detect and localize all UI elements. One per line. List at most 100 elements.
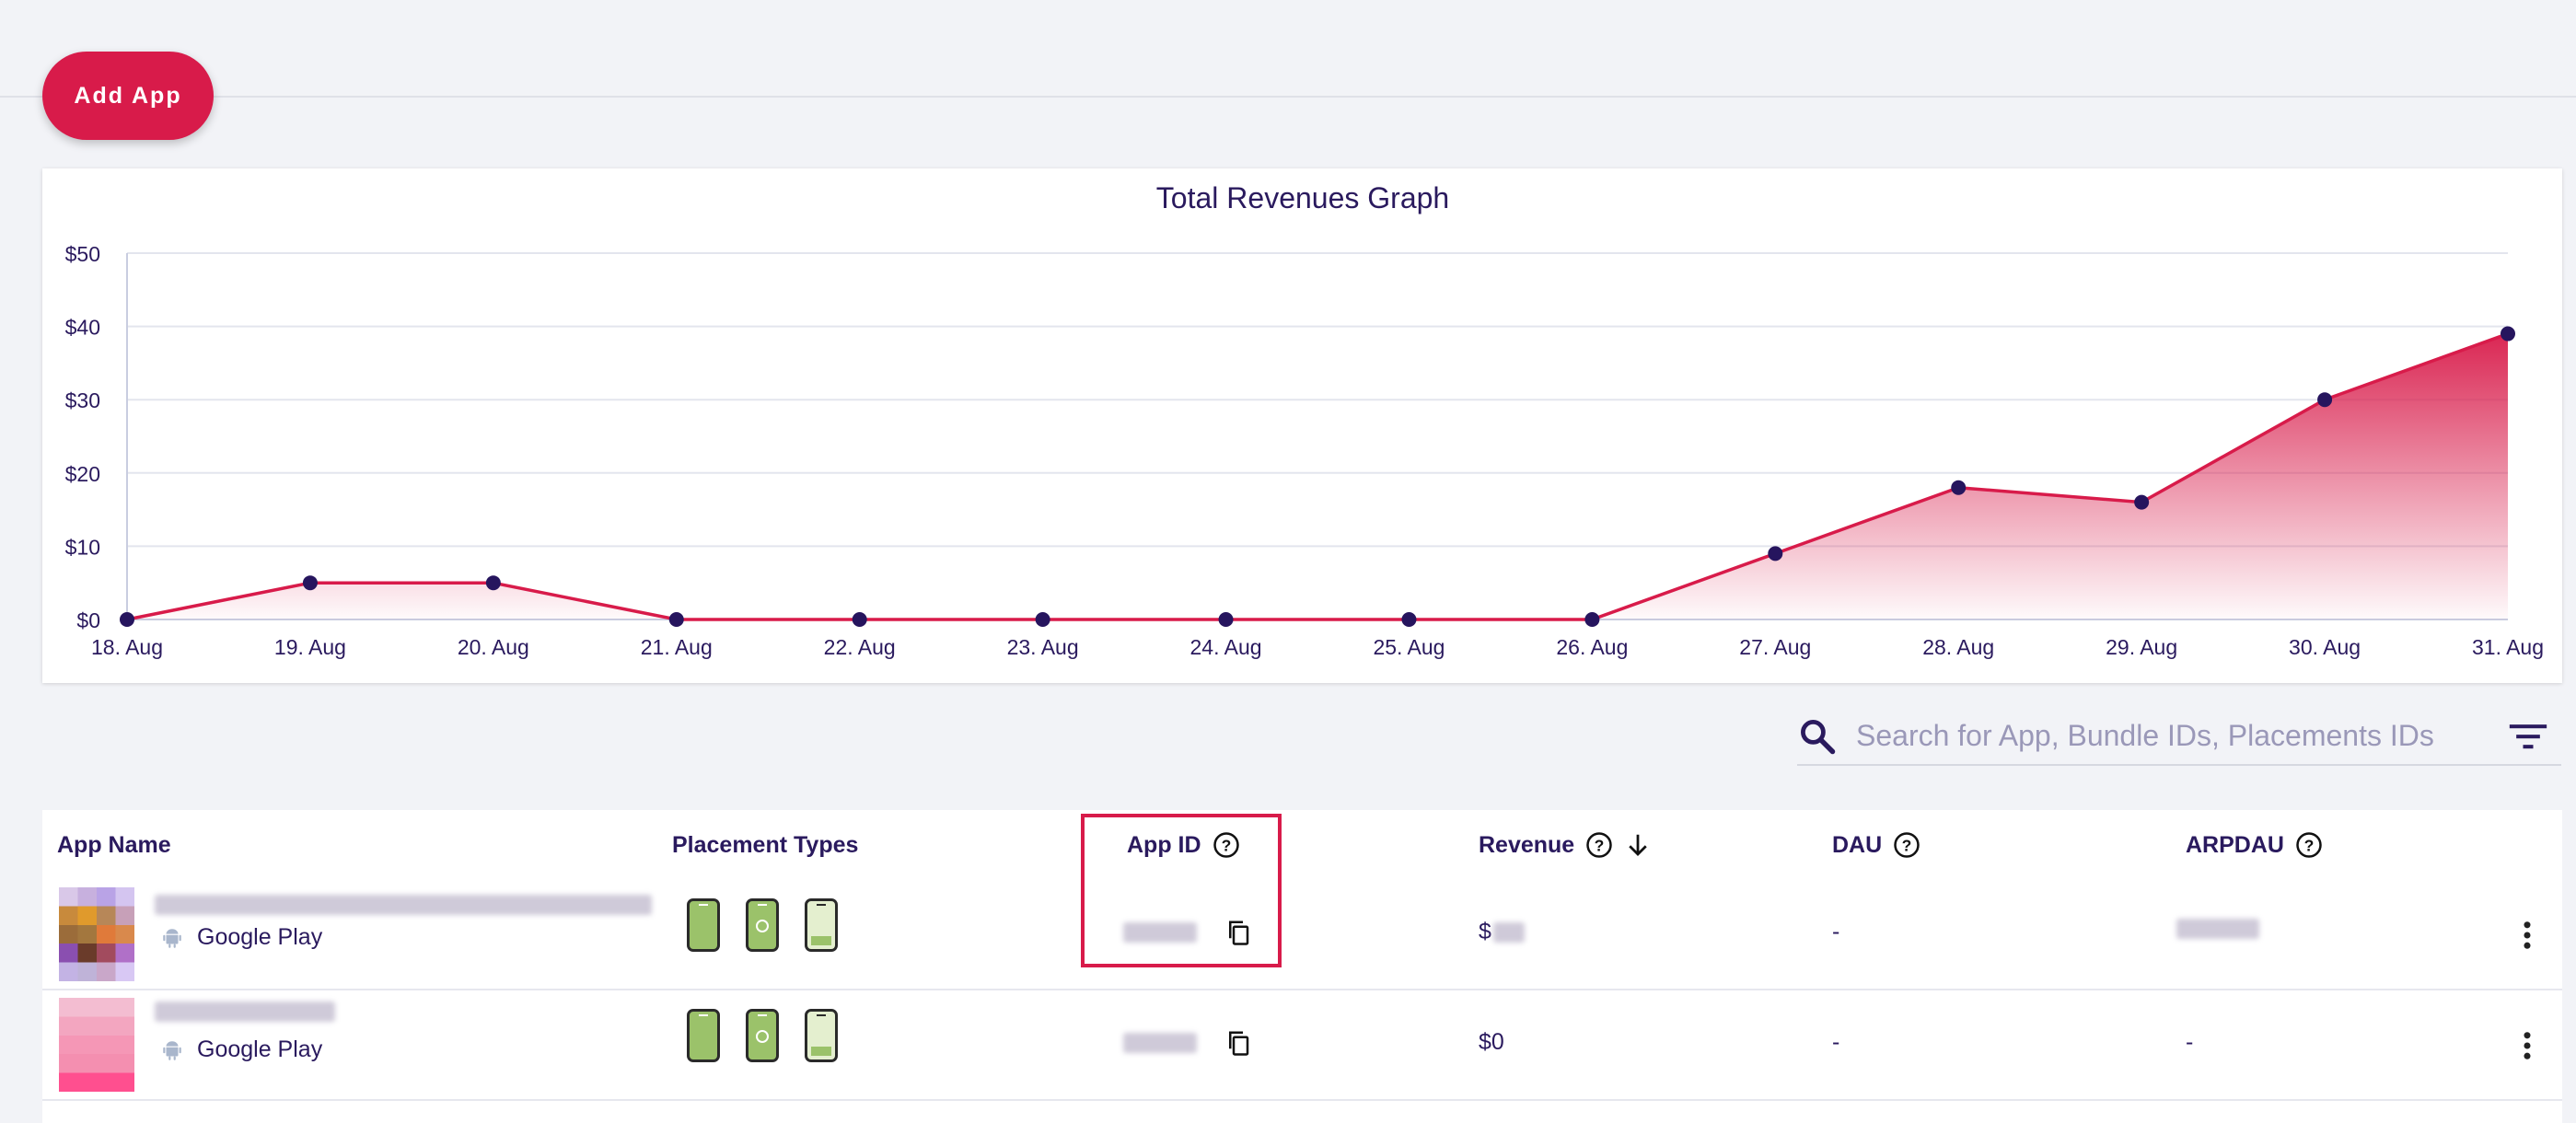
app-name-redacted <box>155 895 652 915</box>
col-header-revenue[interactable]: Revenue ? <box>1479 810 1652 880</box>
col-header-arpdau[interactable]: ARPDAU ? <box>2186 810 2323 880</box>
store-label: Google Play <box>160 924 322 951</box>
revenue-value: $0 <box>1479 1029 1504 1055</box>
x-tick-label: 30. Aug <box>2289 635 2361 659</box>
copy-icon[interactable] <box>1224 917 1252 948</box>
series-line <box>126 331 2509 621</box>
header-divider <box>0 96 2576 98</box>
col-header-app-name-label: App Name <box>57 831 171 858</box>
android-icon <box>163 1040 181 1060</box>
x-tick-label: 31. Aug <box>2472 635 2544 659</box>
x-tick-label: 28. Aug <box>1922 635 1994 659</box>
revenue-cell: $ <box>1479 919 1525 945</box>
y-tick-label: $20 <box>65 462 100 486</box>
data-point[interactable] <box>485 575 501 591</box>
arpdau-cell <box>2176 919 2259 939</box>
app-name-redacted <box>155 1001 335 1022</box>
banner-placement-icon <box>687 898 720 952</box>
col-header-app-id[interactable]: App ID ? <box>1127 810 1240 880</box>
y-tick-label: $50 <box>65 242 100 266</box>
data-point[interactable] <box>1768 546 1783 562</box>
x-tick-label: 18. Aug <box>91 635 163 659</box>
series-area <box>127 333 2508 619</box>
svg-text:?: ? <box>2304 836 2315 854</box>
col-header-placement-types[interactable]: Placement Types <box>672 810 858 880</box>
table-row[interactable]: Google Play $0 - - <box>42 990 2562 1101</box>
revenue-cell: $0 <box>1479 1029 1504 1056</box>
interstitial-placement-icon <box>805 1009 838 1062</box>
svg-text:?: ? <box>1221 836 1231 854</box>
data-point[interactable] <box>852 612 867 627</box>
help-icon[interactable]: ? <box>1213 831 1240 859</box>
x-tick-label: 25. Aug <box>1373 635 1445 659</box>
x-tick-label: 19. Aug <box>274 635 346 659</box>
data-point[interactable] <box>2317 392 2333 408</box>
col-header-app-name[interactable]: App Name <box>57 810 171 880</box>
help-icon[interactable]: ? <box>1893 831 1920 859</box>
dau-value: - <box>1832 919 1840 944</box>
data-point[interactable] <box>1951 480 1967 495</box>
x-tick-label: 23. Aug <box>1007 635 1079 659</box>
col-header-revenue-label: Revenue <box>1479 831 1575 858</box>
data-point[interactable] <box>2501 326 2515 342</box>
chart-title: Total Revenues Graph <box>1156 181 1449 214</box>
rewarded-placement-icon <box>746 898 779 952</box>
android-icon <box>163 928 181 948</box>
more-vert-icon[interactable] <box>2523 920 2532 950</box>
x-tick-label: 26. Aug <box>1556 635 1628 659</box>
data-point[interactable] <box>1218 612 1234 627</box>
col-header-app-id-label: App ID <box>1127 831 1201 858</box>
x-tick-label: 21. Aug <box>641 635 713 659</box>
store-name: Google Play <box>197 1036 323 1062</box>
help-icon[interactable]: ? <box>2295 831 2323 859</box>
arpdau-redacted <box>2176 919 2259 939</box>
store-label: Google Play <box>160 1036 322 1063</box>
search-bar <box>1797 707 2561 766</box>
apps-table: App Name Placement Types App ID ? Revenu… <box>42 810 2562 1123</box>
app-icon <box>59 998 134 1092</box>
revenue-chart-card: Total Revenues Graph $0 $10 $20 $30 $40 $50 1… <box>42 168 2562 683</box>
col-header-arpdau-label: ARPDAU <box>2186 831 2284 858</box>
revenue-chart: Total Revenues Graph $0 $10 $20 $30 $40 $50 1… <box>65 181 2544 659</box>
x-tick-label: 24. Aug <box>1190 635 1262 659</box>
search-input[interactable] <box>1854 711 2447 760</box>
app-id-redacted <box>1123 1033 1197 1053</box>
data-point[interactable] <box>1401 612 1417 627</box>
data-point[interactable] <box>120 612 134 627</box>
table-row[interactable]: Google Play $ - <box>42 880 2562 990</box>
dau-value: - <box>1832 1029 1840 1055</box>
svg-text:?: ? <box>1902 836 1912 854</box>
app-id-highlight-box <box>1081 814 1282 967</box>
y-tick-label: $40 <box>65 316 100 340</box>
search-icon[interactable] <box>1797 716 1838 757</box>
filter-icon[interactable] <box>2508 720 2548 753</box>
data-point[interactable] <box>302 575 318 591</box>
store-name: Google Play <box>197 924 323 950</box>
dau-cell: - <box>1832 1029 1839 1056</box>
banner-placement-icon <box>687 1009 720 1062</box>
data-point[interactable] <box>1035 612 1050 627</box>
revenue-value: $ <box>1479 919 1491 944</box>
y-tick-label: $10 <box>65 535 100 559</box>
sort-arrow-down-icon[interactable] <box>1624 831 1652 859</box>
x-tick-label: 29. Aug <box>2106 635 2177 659</box>
app-id-redacted <box>1123 922 1197 943</box>
more-vert-icon[interactable] <box>2523 1031 2532 1060</box>
col-header-dau[interactable]: DAU ? <box>1832 810 1920 880</box>
x-tick-label: 27. Aug <box>1739 635 1811 659</box>
arpdau-cell: - <box>2186 1029 2193 1056</box>
add-app-button[interactable]: Add App <box>42 52 214 140</box>
help-icon[interactable]: ? <box>1585 831 1613 859</box>
data-point[interactable] <box>668 612 684 627</box>
y-tick-label: $30 <box>65 388 100 412</box>
data-point[interactable] <box>1584 612 1600 627</box>
x-tick-label: 22. Aug <box>824 635 896 659</box>
revenue-redacted <box>1492 921 1525 943</box>
col-header-placement-types-label: Placement Types <box>672 831 859 858</box>
copy-icon[interactable] <box>1224 1027 1252 1059</box>
svg-text:?: ? <box>1595 836 1605 854</box>
data-point[interactable] <box>2134 494 2150 510</box>
x-tick-label: 20. Aug <box>458 635 529 659</box>
rewarded-placement-icon <box>746 1009 779 1062</box>
interstitial-placement-icon <box>805 898 838 952</box>
